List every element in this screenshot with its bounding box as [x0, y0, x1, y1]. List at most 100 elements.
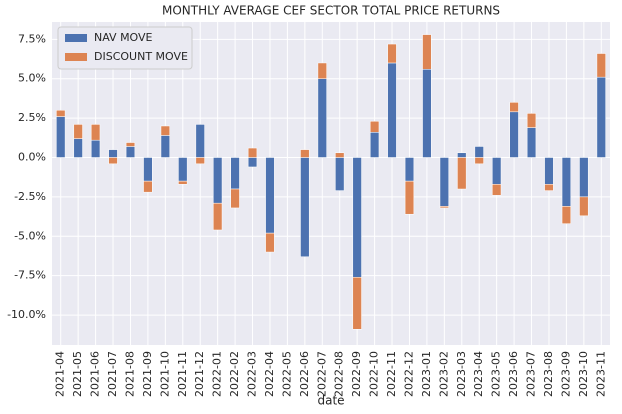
bar	[509, 111, 519, 158]
y-tick-label: 0.0%	[18, 151, 46, 164]
y-tick-label: -2.5%	[14, 190, 46, 203]
x-axis-label: date	[317, 394, 344, 408]
bar	[300, 149, 310, 158]
bar	[492, 184, 502, 196]
bar	[439, 206, 449, 209]
bar	[352, 276, 362, 330]
bar	[457, 152, 467, 158]
legend-swatch	[65, 34, 87, 42]
bar	[561, 157, 572, 207]
bar	[178, 180, 188, 185]
x-tick-label: 2023-07	[525, 351, 538, 397]
bar	[247, 147, 258, 158]
bar	[230, 157, 240, 190]
bar	[56, 116, 66, 158]
bar	[369, 121, 380, 133]
legend-label: DISCOUNT MOVE	[94, 50, 188, 63]
bar	[143, 157, 153, 182]
x-tick-label: 2023-02	[437, 351, 450, 397]
x-tick-label: 2022-05	[280, 351, 293, 397]
bar	[509, 102, 519, 113]
x-tick-label: 2023-04	[472, 351, 485, 397]
bar	[247, 157, 258, 168]
x-tick-label: 2023-11	[594, 351, 607, 397]
x-tick-label: 2022-09	[350, 351, 363, 397]
x-tick-label: 2022-12	[402, 351, 415, 397]
y-tick-label: -5.0%	[14, 229, 46, 242]
x-tick-label: 2022-06	[298, 351, 311, 397]
bar	[335, 152, 345, 158]
x-tick-label: 2021-08	[123, 351, 136, 397]
bar	[526, 113, 537, 128]
bar	[317, 78, 327, 158]
y-tick-label: 2.5%	[18, 111, 46, 124]
bar	[387, 43, 397, 64]
bar	[352, 157, 362, 278]
y-tick-label: 5.0%	[18, 72, 46, 85]
bar	[125, 142, 136, 147]
bar	[213, 157, 223, 204]
bar	[404, 157, 415, 182]
bar	[404, 180, 415, 215]
x-tick-label: 2022-08	[333, 351, 346, 397]
legend-label: NAV MOVE	[94, 31, 153, 44]
x-tick-label: 2023-03	[455, 351, 468, 397]
bar	[56, 109, 66, 117]
bar	[160, 125, 170, 136]
x-tick-label: 2021-10	[158, 351, 171, 397]
bar	[474, 146, 484, 158]
x-tick-label: 2021-05	[71, 351, 84, 397]
bar	[265, 232, 275, 253]
x-tick-label: 2023-05	[490, 351, 503, 397]
x-tick-label: 2021-12	[193, 351, 206, 397]
bar	[195, 157, 205, 165]
bar	[90, 139, 101, 158]
bar	[579, 157, 589, 198]
bar	[230, 188, 240, 209]
x-tick-label: 2022-01	[211, 351, 224, 397]
bar	[439, 157, 449, 207]
bar	[178, 157, 188, 182]
bar	[317, 62, 327, 79]
x-tick-label: 2021-06	[89, 351, 102, 397]
bar	[143, 180, 153, 193]
x-tick-label: 2022-02	[228, 351, 241, 397]
bar	[422, 69, 432, 158]
x-tick-label: 2022-10	[368, 351, 381, 397]
x-tick-label: 2021-09	[141, 351, 154, 397]
legend-swatch	[65, 53, 87, 61]
bar	[544, 184, 554, 191]
bar	[108, 157, 118, 165]
bar	[369, 132, 380, 158]
y-tick-label: -7.5%	[14, 269, 46, 282]
bar	[73, 124, 83, 139]
bar	[474, 157, 484, 165]
bar	[579, 196, 589, 217]
x-tick-label: 2022-07	[315, 351, 328, 397]
x-tick-label: 2022-04	[263, 351, 276, 397]
bar	[335, 157, 345, 191]
x-tick-label: 2021-07	[106, 351, 119, 397]
y-tick-label: -10.0%	[7, 308, 46, 321]
bar	[561, 206, 572, 224]
legend: NAV MOVE DISCOUNT MOVE	[57, 26, 193, 70]
x-tick-label: 2021-04	[54, 351, 67, 397]
bar	[387, 62, 397, 158]
x-tick-label: 2022-11	[385, 351, 398, 397]
x-tick-label: 2023-09	[559, 351, 572, 397]
chart-title: MONTHLY AVERAGE CEF SECTOR TOTAL PRICE R…	[162, 4, 500, 18]
bar	[457, 157, 467, 190]
x-tick-label: 2021-11	[176, 351, 189, 397]
bar	[90, 124, 101, 141]
plot-area	[52, 22, 610, 345]
bar	[108, 149, 118, 158]
bar	[160, 135, 170, 158]
bar	[195, 124, 205, 158]
bar	[596, 53, 606, 78]
bar	[526, 127, 537, 158]
legend-box	[57, 26, 193, 70]
y-tick-label: 7.5%	[18, 32, 46, 45]
bar	[213, 202, 223, 231]
x-tick-label: 2023-10	[577, 351, 590, 397]
